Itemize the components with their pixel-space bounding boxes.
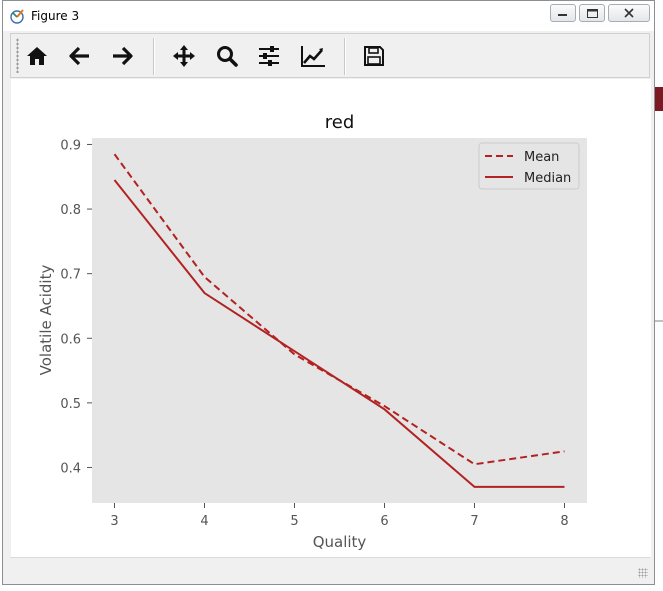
x-axis: 3 4 5 6 7 8 [110,503,569,529]
title-bar[interactable]: Figure 3 [3,1,654,31]
close-icon [624,8,634,18]
arrow-right-icon [113,46,133,66]
move-icon [173,45,195,67]
figure-canvas[interactable]: red 0.4 0.5 0.6 0.7 0.8 0.9 3 4 5 6 7 8 Quality Vo… [11,79,651,557]
legend-label: Median [524,171,571,186]
maximize-button[interactable] [579,4,605,22]
close-button[interactable] [608,4,650,22]
matplotlib-app-icon [10,8,26,24]
toolbar-separator [153,38,155,75]
minimize-icon [558,14,567,16]
home-button[interactable] [21,40,53,72]
legend: Mean Median [478,142,580,190]
magnifier-icon [217,46,238,67]
x-axis-label: Quality [313,533,367,551]
figure-window: Figure 3 [2,0,655,585]
y-tick-label: 0.9 [60,138,81,153]
toolbar-separator [344,38,346,75]
sliders-icon [259,46,279,66]
maximize-icon [586,8,598,18]
navigation-toolbar [10,33,650,78]
y-tick-label: 0.6 [60,332,81,347]
home-icon [27,47,47,65]
forward-button[interactable] [106,40,138,72]
x-tick-label: 7 [470,514,478,529]
y-axis-label: Volatile Acidity [37,265,55,376]
series-lines [113,153,565,488]
y-axis: 0.4 0.5 0.6 0.7 0.8 0.9 [60,138,92,476]
x-tick-label: 8 [560,514,568,529]
save-button[interactable] [358,40,390,72]
resize-grip[interactable] [638,568,648,578]
window-title: Figure 3 [31,9,80,23]
y-tick-label: 0.4 [60,461,81,476]
arrow-left-icon [69,46,89,66]
background-divider [655,320,663,322]
background-accent [655,87,663,111]
edit-axes-button[interactable] [297,40,329,72]
toolbar-grip[interactable] [16,38,19,73]
legend-label: Mean [524,150,559,165]
line-chart-icon [301,46,325,67]
x-tick-label: 3 [110,514,118,529]
plot-area [92,138,587,503]
chart-title: red [325,112,355,133]
configure-subplots-button[interactable] [253,40,285,72]
line-chart: red 0.4 0.5 0.6 0.7 0.8 0.9 3 4 5 6 7 8 Quality Vo… [37,112,587,551]
background-window [655,0,663,591]
y-tick-label: 0.8 [60,203,81,218]
x-tick-label: 4 [200,514,208,529]
zoom-button[interactable] [211,40,243,72]
x-tick-label: 6 [380,514,388,529]
back-button[interactable] [64,40,96,72]
status-bar [10,557,650,580]
minimize-button[interactable] [550,4,576,22]
floppy-disk-icon [364,46,384,66]
pan-button[interactable] [168,40,200,72]
series-line-median [113,179,565,488]
y-tick-label: 0.5 [60,397,81,412]
x-tick-label: 5 [290,514,298,529]
y-tick-label: 0.7 [60,268,81,283]
